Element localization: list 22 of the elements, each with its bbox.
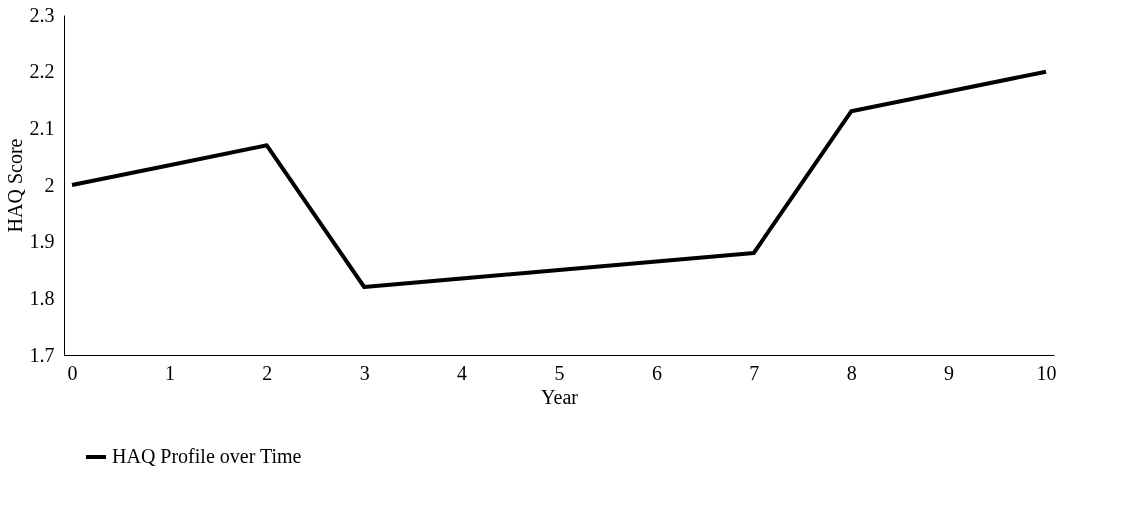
line-series: [70, 69, 1048, 289]
y-tick-label: 2: [44, 173, 55, 196]
x-tick-label: 3: [359, 361, 370, 384]
y-tick-label: 2.3: [29, 3, 55, 26]
x-tick-label: 5: [554, 361, 565, 384]
legend-label: HAQ Profile over Time: [112, 445, 302, 467]
x-tick-label: 6: [651, 361, 662, 384]
x-axis-title: Year: [541, 385, 579, 408]
y-tick-label: 1.7: [29, 343, 55, 366]
x-tick-label: 10: [1036, 361, 1057, 384]
y-tick-label: 2.1: [29, 116, 55, 139]
x-tick-label: 9: [944, 361, 955, 384]
x-tick-label: 0: [67, 361, 78, 384]
y-tick-label: 2.2: [29, 60, 55, 83]
x-tick-label: 2: [262, 361, 273, 384]
x-tick-label: 1: [164, 361, 175, 384]
y-tick-label: 1.8: [29, 286, 55, 309]
y-tick-label: 1.9: [29, 230, 55, 253]
x-tick-label: 8: [846, 361, 857, 384]
x-tick-label: 7: [749, 361, 760, 384]
y-axis-title: HAQ Score: [3, 138, 26, 233]
x-tick-label: 4: [457, 361, 468, 384]
